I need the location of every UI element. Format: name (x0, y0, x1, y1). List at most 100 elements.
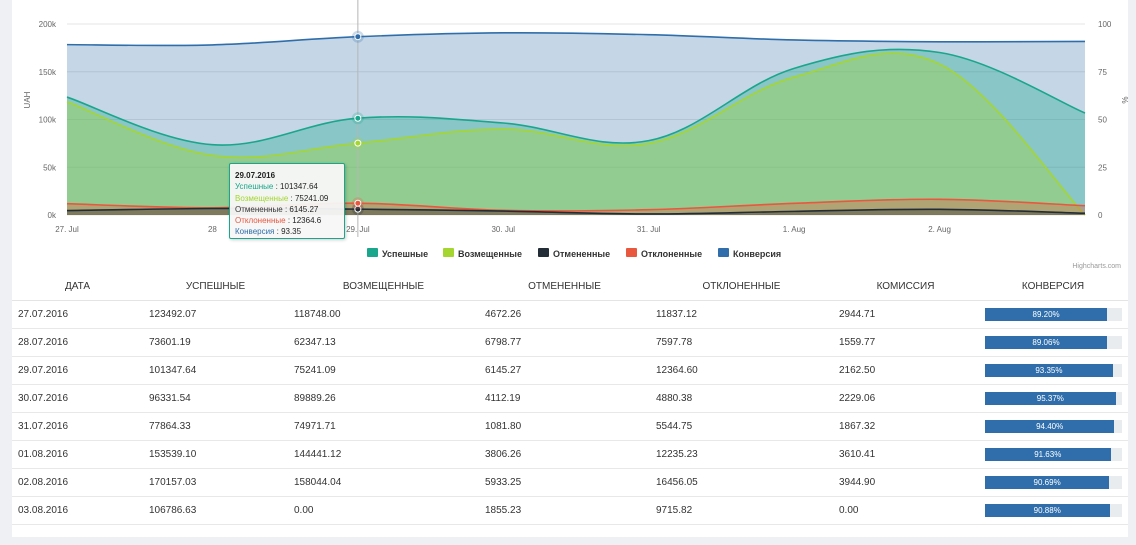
tooltip-row: Отклоненные : 12364.6 (235, 215, 339, 226)
highcharts-credits: Highcharts.com (1072, 263, 1121, 270)
cell-cancelled: 3806.26 (479, 440, 650, 469)
y-left-tick-label: 200k (39, 20, 57, 29)
cell-success: 96331.54 (143, 384, 288, 413)
tooltip-row: Возмещенные : 75241.09 (235, 193, 339, 204)
chart-panel: 0k 50k 100k 150k 200k 0 25 50 75 100 UAH% 27. Jul 28… (12, 0, 1128, 272)
legend-label-conversion: Конверсия (733, 249, 781, 259)
conversion-progress-fill: 89.06% (985, 336, 1107, 349)
cell-conversion: 91.63% (978, 440, 1128, 469)
cell-conversion: 90.88% (978, 496, 1128, 525)
cell-declined: 11837.12 (650, 300, 833, 329)
legend-swatch-declined (626, 248, 637, 257)
cell-commission: 2162.50 (833, 356, 978, 385)
series-line-refunded (66, 52, 1086, 216)
cell-cancelled: 6798.77 (479, 328, 650, 357)
table-row: 30.07.2016 96331.54 89889.26 4112.19 4880.38… (12, 384, 1128, 413)
tooltip-row-separator: : (282, 204, 290, 214)
cell-date: 27.07.2016 (12, 300, 143, 329)
y-right-tick-label: 75 (1098, 68, 1107, 77)
cell-cancelled: 1081.80 (479, 412, 650, 441)
cell-declined: 12364.60 (650, 356, 833, 385)
cell-refunded: 74971.71 (288, 412, 479, 441)
chart-svg: 0k 50k 100k 150k 200k 0 25 50 75 100 UAH% 27. Jul 28… (23, 0, 1128, 270)
hover-point-declined (354, 199, 362, 207)
legend-label-refunded: Возмещенные (458, 249, 522, 259)
cell-conversion: 94.40% (978, 412, 1128, 441)
cell-success: 153539.10 (143, 440, 288, 469)
cell-refunded: 62347.13 (288, 328, 479, 357)
y-left-tick-label: 150k (39, 68, 57, 77)
cell-refunded: 75241.09 (288, 356, 479, 385)
tooltip-row: Конверсия : 93.35 (235, 226, 339, 237)
hover-point-conversion (354, 33, 362, 41)
tooltip-row-label: Успешные (235, 182, 274, 192)
y-right-tick-label: 25 (1098, 163, 1107, 172)
table-row: 31.07.2016 77864.33 74971.71 1081.80 5544.75… (12, 412, 1128, 441)
cell-date: 31.07.2016 (12, 412, 143, 441)
cell-commission: 3610.41 (833, 440, 978, 469)
tooltip-row-label: Отмененные (235, 204, 283, 214)
hover-point-refunded (354, 139, 362, 147)
cell-commission: 2944.71 (833, 300, 978, 329)
legend-label-declined: Отклоненные (641, 249, 702, 259)
x-tick-label: 27. Jul (55, 225, 79, 234)
cell-conversion: 93.35% (978, 356, 1128, 385)
conversion-progress-bar: 95.37% (985, 392, 1122, 405)
chart-tooltip: 29.07.2016 Успешные : 101347.64 Возмещенн… (229, 163, 345, 239)
header-cancelled[interactable]: ОТМЕНЕННЫЕ (479, 272, 650, 301)
conversion-progress-fill: 95.37% (985, 392, 1116, 405)
conversion-progress-fill: 91.63% (985, 448, 1111, 461)
cell-date: 29.07.2016 (12, 356, 143, 385)
header-refunded[interactable]: ВОЗМЕЩЕННЫЕ (288, 272, 479, 301)
tooltip-row-separator: : (285, 216, 293, 226)
table-row: 28.07.2016 73601.19 62347.13 6798.77 7597.78… (12, 328, 1128, 357)
hover-point-success (354, 114, 362, 122)
header-declined[interactable]: ОТКЛОНЕННЫЕ (650, 272, 833, 301)
cell-commission: 1559.77 (833, 328, 978, 357)
conversion-progress-fill: 90.88% (985, 504, 1110, 517)
cell-refunded: 0.00 (288, 496, 479, 525)
cell-refunded: 89889.26 (288, 384, 479, 413)
header-commission[interactable]: КОМИССИЯ (833, 272, 978, 301)
x-tick-label: 2. Aug (928, 225, 951, 234)
cell-declined: 5544.75 (650, 412, 833, 441)
table-row: 03.08.2016 106786.63 0.00 1855.23 9715.82 0.0… (12, 496, 1128, 525)
cell-declined: 7597.78 (650, 328, 833, 357)
header-conversion[interactable]: КОНВЕРСИЯ (978, 272, 1128, 301)
conversion-progress-fill: 93.35% (985, 364, 1113, 377)
table-row: 27.07.2016 123492.07 118748.00 4672.26 11837… (12, 300, 1128, 329)
legend-swatch-cancelled (538, 248, 549, 257)
legend-swatch-refunded (443, 248, 454, 257)
cell-date: 30.07.2016 (12, 384, 143, 413)
conversion-progress-fill: 94.40% (985, 420, 1115, 433)
cell-commission: 1867.32 (833, 412, 978, 441)
cell-commission: 0.00 (833, 496, 978, 525)
y-left-tick-label: 100k (39, 116, 57, 125)
cell-success: 170157.03 (143, 468, 288, 497)
cell-cancelled: 6145.27 (479, 356, 650, 385)
cell-commission: 2229.06 (833, 384, 978, 413)
tooltip-row: Успешные : 101347.64 (235, 181, 339, 192)
tooltip-row-value: 12364.6 (292, 216, 322, 226)
table-header-row: ДАТА УСПЕШНЫЕ ВОЗМЕЩЕННЫЕ ОТМЕНЕННЫЕ ОТК… (12, 272, 1128, 301)
cell-date: 01.08.2016 (12, 440, 143, 469)
cell-declined: 4880.38 (650, 384, 833, 413)
tooltip-row-label: Возмещенные (235, 193, 289, 203)
cell-declined: 12235.23 (650, 440, 833, 469)
y-left-axis-title: UAH (23, 91, 32, 108)
header-date[interactable]: ДАТА (12, 272, 143, 301)
y-right-tick-label: 50 (1098, 116, 1107, 125)
cell-conversion: 95.37% (978, 384, 1128, 413)
tooltip-row-label: Отклоненные (235, 216, 286, 226)
conversion-progress-bar: 89.06% (985, 336, 1122, 349)
conversion-progress-bar: 91.63% (985, 448, 1122, 461)
tooltip-date: 29.07.2016 (235, 171, 276, 180)
legend-label-success: Успешные (382, 249, 428, 259)
table-body: 27.07.2016 123492.07 118748.00 4672.26 11837… (12, 300, 1128, 525)
x-tick-label: 1. Aug (783, 225, 806, 234)
x-tick-label: 31. Jul (637, 225, 661, 234)
x-tick-label: 30. Jul (491, 225, 515, 234)
header-success[interactable]: УСПЕШНЫЕ (143, 272, 288, 301)
tooltip-row-label: Конверсия (235, 227, 275, 237)
table-row: 01.08.2016 153539.10 144441.12 3806.26 12235… (12, 440, 1128, 469)
